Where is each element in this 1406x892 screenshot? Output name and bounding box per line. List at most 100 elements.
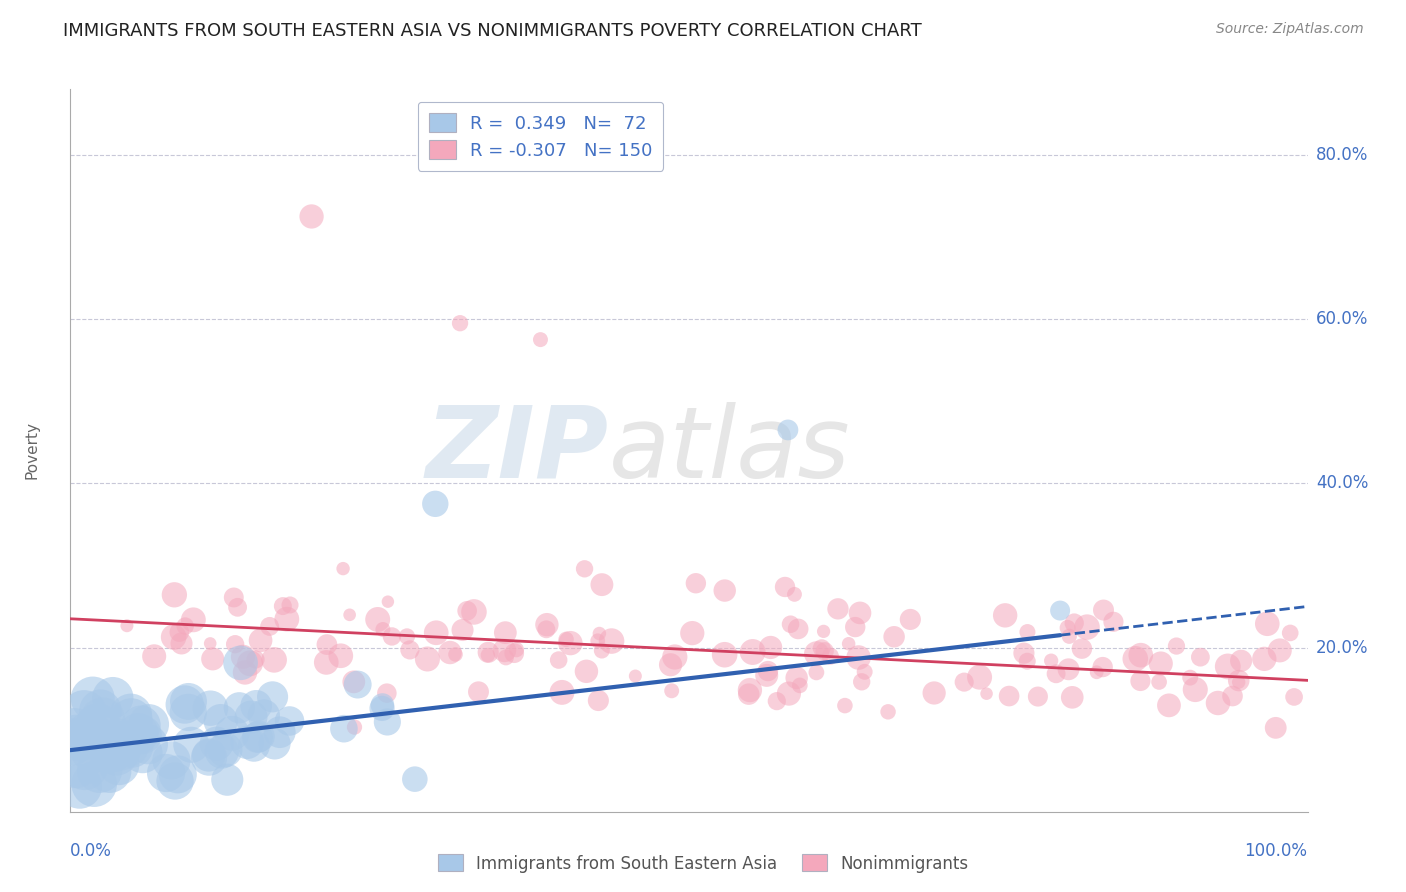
Point [463,605,485,619]
Point [806,665,828,680]
Point [560,636,582,650]
Point [301,210,323,224]
Point [759,640,782,655]
Point [278,598,301,612]
Point [1062,690,1084,705]
Point [131,728,153,742]
Point [844,620,866,634]
Point [456,604,478,618]
Point [343,674,366,689]
Point [232,649,254,664]
Point [243,739,266,753]
Point [177,694,200,708]
Point [713,648,735,662]
Point [278,714,301,728]
Point [494,625,516,640]
Point [1268,643,1291,657]
Point [224,637,246,651]
Text: Source: ZipAtlas.com: Source: ZipAtlas.com [1216,22,1364,37]
Point [536,623,558,637]
Point [160,753,183,767]
Point [1102,615,1125,629]
Point [1222,689,1244,703]
Point [226,600,249,615]
Point [343,720,366,734]
Point [786,671,808,685]
Point [624,669,647,683]
Point [1076,620,1098,634]
Point [883,630,905,644]
Point [209,714,232,728]
Point [346,677,368,691]
Point [377,595,399,609]
Point [201,652,224,666]
Point [555,632,578,647]
Point [1040,654,1063,668]
Point [444,648,467,662]
Point [1230,654,1253,668]
Point [101,690,124,705]
Point [591,643,613,657]
Point [848,650,870,665]
Point [536,617,558,632]
Point [136,738,159,752]
Point [163,588,186,602]
Point [96,736,118,750]
Point [1282,690,1305,704]
Point [247,730,270,744]
Point [834,698,856,713]
Point [228,700,250,714]
Point [494,643,516,657]
Point [1017,625,1039,640]
Point [65,731,87,745]
Point [425,497,447,511]
Point [776,423,799,437]
Point [198,750,221,764]
Point [329,648,352,663]
Point [131,746,153,760]
Text: 40.0%: 40.0% [1316,475,1368,492]
Point [107,732,129,747]
Point [813,624,835,639]
Point [65,758,87,772]
Point [685,576,707,591]
Point [271,599,294,613]
Point [738,683,761,698]
Point [173,698,195,712]
Point [91,713,114,727]
Point [779,617,801,632]
Point [263,653,285,667]
Point [1123,652,1146,666]
Point [183,613,205,627]
Point [89,704,111,718]
Point [806,647,828,661]
Point [1085,665,1108,680]
Point [969,670,991,684]
Point [1129,648,1152,663]
Point [1256,616,1278,631]
Point [838,637,860,651]
Point [588,693,610,707]
Point [783,587,806,601]
Point [371,698,394,712]
Point [586,633,609,648]
Text: ZIP: ZIP [426,402,609,499]
Point [503,646,526,660]
Point [877,705,900,719]
Point [197,747,219,762]
Point [245,698,267,713]
Point [249,633,271,648]
Point [477,645,499,659]
Point [994,608,1017,623]
Point [1129,673,1152,688]
Point [756,664,779,678]
Point [180,738,202,752]
Point [425,625,447,640]
Point [853,665,876,679]
Point [529,333,551,347]
Point [200,701,222,715]
Point [404,772,426,786]
Point [170,636,193,650]
Point [1049,603,1071,617]
Point [1026,690,1049,704]
